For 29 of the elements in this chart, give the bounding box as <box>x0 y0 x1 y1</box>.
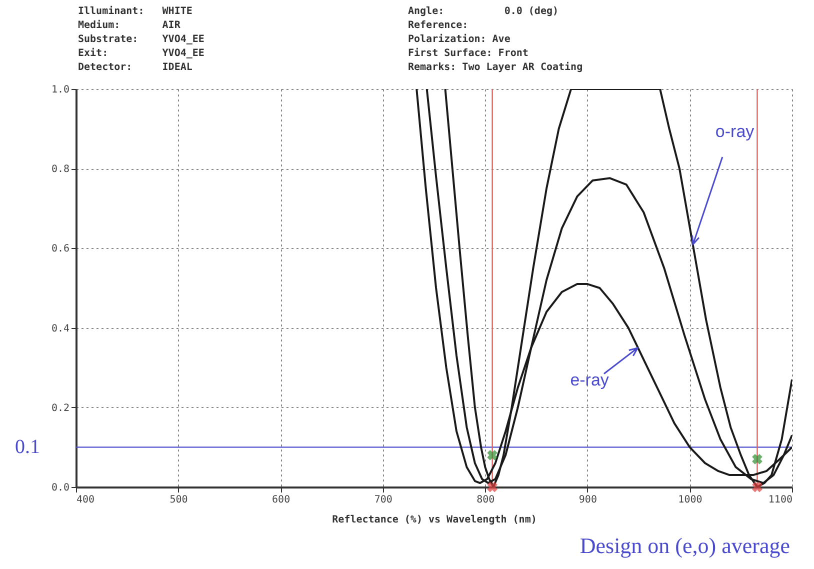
y-tick-label: 0.2 <box>51 402 70 414</box>
x-tick-label: 600 <box>272 494 290 506</box>
text: Medium: AIR <box>78 20 180 31</box>
text: Polarization: Ave <box>408 34 510 45</box>
x-tick-label: 500 <box>170 494 188 506</box>
annotation: o-ray <box>715 122 755 142</box>
text: Design on (e,o) average <box>580 533 790 559</box>
y-tick-label: 0.8 <box>51 164 70 176</box>
x-tick-label: 400 <box>76 494 95 506</box>
y-tick-label: 0.0 <box>51 482 70 494</box>
text: Illuminant: WHITE <box>78 6 192 17</box>
x-tick-label: 700 <box>374 494 392 506</box>
x-axis-title: Reflectance (%) vs Wavelength (nm) <box>332 514 537 526</box>
x-tick-label: 1100 <box>768 494 792 506</box>
text: Remarks: Two Layer AR Coating <box>408 62 583 73</box>
x-tick-label: 800 <box>476 494 495 506</box>
text: Reference: <box>408 20 468 31</box>
x-tick-label: 1000 <box>678 494 702 506</box>
y-tick-label: 1.0 <box>51 84 70 96</box>
y-tick-label: 0.6 <box>51 244 70 255</box>
text: Detector: IDEAL <box>78 62 192 73</box>
text: Exit: YVO4_EE <box>78 48 204 59</box>
ref-line-label: 0.1 <box>15 436 40 458</box>
text: Substrate: YVO4_EE <box>78 34 204 45</box>
annotation: e-ray <box>570 370 610 390</box>
text: Angle: 0.0 (deg) <box>408 6 559 17</box>
y-tick-label: 0.4 <box>51 323 70 334</box>
x-tick-label: 900 <box>578 494 597 506</box>
text: First Surface: Front <box>408 48 528 59</box>
